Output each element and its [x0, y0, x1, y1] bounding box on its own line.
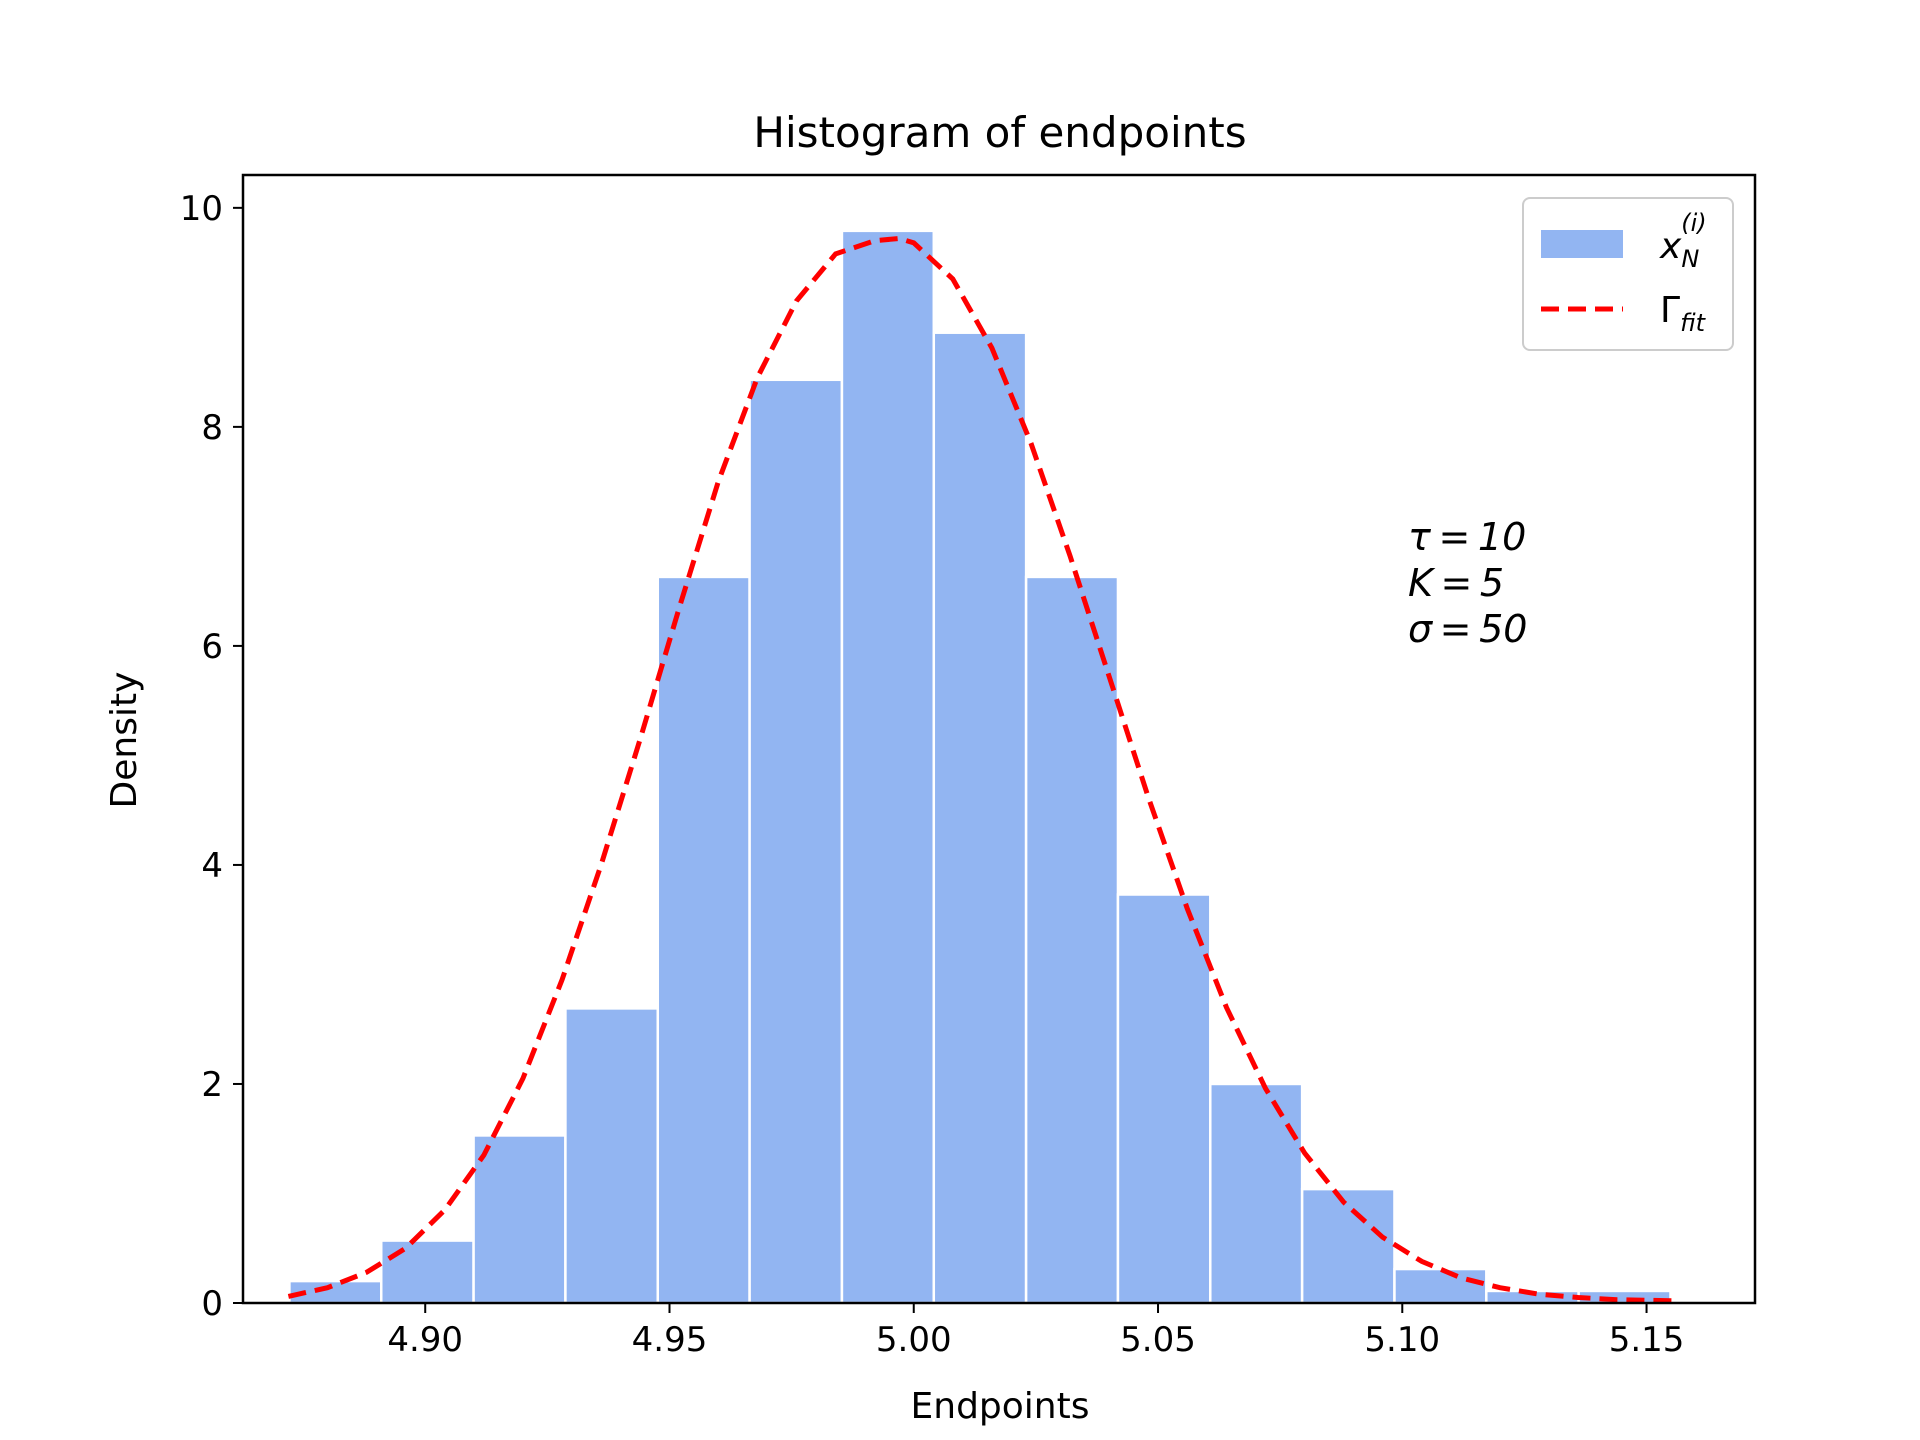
legend-histogram-base: x — [1659, 226, 1682, 267]
x-tick-label: 5.00 — [876, 1320, 952, 1360]
histogram-bar — [748, 378, 844, 1305]
histogram-bar — [1116, 893, 1212, 1305]
legend-histogram-sub: N — [1681, 245, 1699, 273]
x-tick-label: 5.15 — [1609, 1320, 1685, 1360]
x-axis-ticks: 4.90 4.95 5.00 5.05 5.10 5.15 — [387, 1303, 1684, 1360]
histogram-bar — [472, 1134, 567, 1305]
parameter-annotations: τ = 10K = 5σ = 50 — [1408, 515, 1527, 651]
legend-histogram-label: xN (i) — [1659, 209, 1707, 273]
histogram-bar — [656, 575, 751, 1305]
legend-fit-base: Γ — [1660, 290, 1680, 331]
histogram-bar — [380, 1239, 475, 1305]
y-tick-label: 0 — [201, 1284, 223, 1324]
y-tick-label: 6 — [201, 627, 223, 667]
y-tick-label: 4 — [201, 846, 223, 886]
legend-fit-sub: fit — [1680, 309, 1707, 337]
histogram-bar — [564, 1007, 660, 1305]
legend-fit-label: Γfit — [1660, 290, 1707, 337]
x-tick-label: 5.05 — [1120, 1320, 1196, 1360]
legend: xN (i) Γfit — [1522, 197, 1734, 351]
x-tick-label: 4.95 — [632, 1320, 708, 1360]
chart-title: Histogram of endpoints — [753, 108, 1246, 157]
y-axis-label: Density — [104, 672, 145, 809]
histogram-bar — [932, 331, 1028, 1305]
y-axis-ticks: 0 2 4 6 8 10 — [180, 189, 243, 1324]
x-tick-label: 4.90 — [387, 1320, 463, 1360]
axes-frame — [241, 173, 1757, 1305]
histogram-bars — [288, 229, 1672, 1305]
y-tick-label: 2 — [201, 1065, 223, 1105]
histogram-bar — [1024, 575, 1120, 1305]
plot-area — [241, 173, 1757, 1305]
y-tick-label: 10 — [180, 189, 223, 229]
histogram-bar — [840, 229, 936, 1305]
annotation-text: σ = 50 — [1408, 607, 1527, 651]
x-tick-label: 5.10 — [1364, 1320, 1440, 1360]
histogram-bar — [1300, 1187, 1396, 1305]
x-axis-label: Endpoints — [911, 1386, 1090, 1427]
histogram-bar — [1209, 1082, 1304, 1305]
legend-histogram-sup: (i) — [1681, 209, 1706, 237]
histogram-bar — [1393, 1267, 1488, 1305]
annotation-text: τ = 10 — [1408, 515, 1526, 559]
legend-histogram-swatch — [1541, 230, 1623, 258]
y-tick-label: 8 — [201, 408, 223, 448]
fit-curve — [287, 235, 1676, 1304]
annotation-text: K = 5 — [1408, 561, 1504, 605]
